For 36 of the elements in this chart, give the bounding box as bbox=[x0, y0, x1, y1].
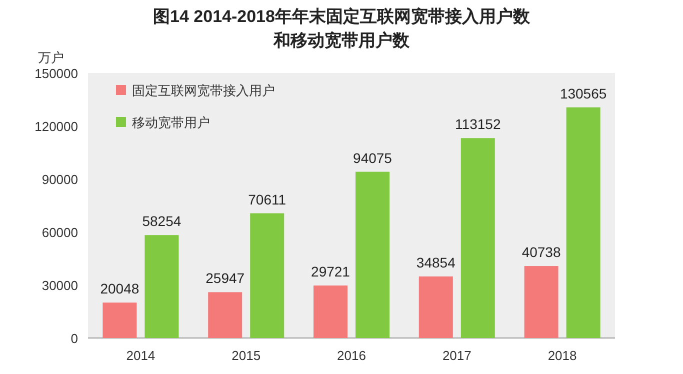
y-tick-label: 0 bbox=[70, 331, 78, 346]
legend-label: 固定互联网宽带接入用户 bbox=[132, 83, 275, 98]
y-tick-label: 30000 bbox=[42, 278, 78, 293]
data-label: 70611 bbox=[248, 191, 286, 208]
data-label: 25947 bbox=[206, 270, 245, 286]
legend-label: 移动宽带用户 bbox=[132, 115, 210, 130]
x-tick-label: 2017 bbox=[442, 348, 472, 363]
data-label: 20048 bbox=[100, 280, 140, 297]
bar bbox=[418, 276, 453, 338]
bar bbox=[314, 285, 348, 338]
data-label: 34854 bbox=[416, 254, 456, 270]
x-tick-label: 2014 bbox=[126, 348, 156, 363]
bar bbox=[250, 213, 284, 338]
data-label: 94075 bbox=[353, 150, 392, 166]
data-label: 58254 bbox=[142, 213, 182, 230]
data-label: 40738 bbox=[522, 244, 561, 260]
y-axis-title: 万户 bbox=[38, 50, 64, 65]
bar bbox=[524, 266, 558, 338]
bar bbox=[144, 235, 179, 338]
chart-title: 图14 2014-2018年年末固定互联网宽带接入用户数 bbox=[153, 7, 531, 26]
bar bbox=[460, 138, 495, 338]
bar bbox=[356, 172, 390, 338]
data-label: 130565 bbox=[560, 85, 607, 102]
x-tick-label: 2018 bbox=[548, 348, 577, 363]
bar bbox=[566, 107, 600, 338]
y-tick-label: 90000 bbox=[42, 172, 78, 187]
data-label: 29721 bbox=[311, 263, 350, 280]
data-label: 113152 bbox=[455, 116, 501, 132]
bar bbox=[208, 292, 242, 338]
x-tick-label: 2016 bbox=[337, 348, 366, 363]
chart-subtitle: 和移动宽带用户数 bbox=[272, 31, 410, 50]
bar bbox=[102, 302, 137, 338]
x-tick-label: 2015 bbox=[232, 348, 261, 363]
y-tick-label: 120000 bbox=[34, 119, 78, 134]
y-tick-label: 150000 bbox=[34, 66, 78, 81]
y-tick-label: 60000 bbox=[42, 225, 78, 240]
